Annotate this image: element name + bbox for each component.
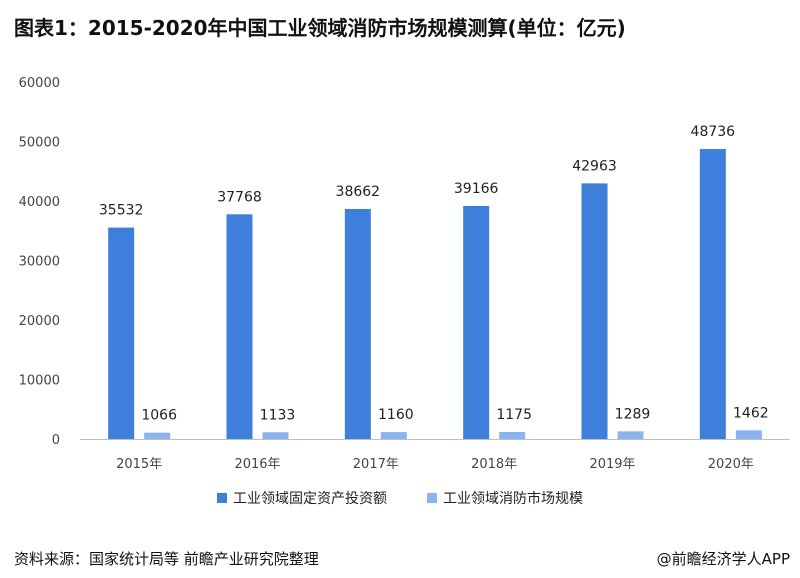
data-label: 38662: [336, 184, 381, 200]
legend-item-fixed-asset-investment: 工业领域固定资产投资额: [217, 488, 387, 508]
data-label: 1066: [141, 408, 177, 424]
data-label: 1462: [733, 405, 769, 421]
legend: 工业领域固定资产投资额 工业领域消防市场规模: [0, 488, 800, 508]
bar-fire-market-size: [262, 432, 289, 439]
legend-swatch-fixed-asset-investment: [217, 493, 227, 503]
x-tick-label: 2015年: [116, 457, 162, 472]
legend-item-fire-market-size: 工业领域消防市场规模: [427, 488, 583, 508]
y-tick-label: 10000: [19, 374, 60, 389]
data-label: 48736: [691, 124, 736, 140]
brand-credit: @前瞻经济学人APP: [656, 550, 790, 568]
data-label: 37768: [217, 189, 262, 205]
y-tick-label: 60000: [19, 76, 60, 91]
x-tick-label: 2019年: [589, 457, 635, 472]
legend-swatch-fire-market-size: [427, 493, 437, 503]
bar-fixed-asset-investment: [699, 149, 726, 439]
bar-fire-market-size: [617, 431, 644, 439]
bar-fire-market-size: [144, 432, 171, 439]
data-label: 1289: [615, 406, 651, 422]
data-label: 1133: [260, 407, 296, 423]
y-tick-label: 0: [52, 433, 60, 448]
y-tick-label: 30000: [19, 255, 60, 270]
x-tick-label: 2018年: [471, 457, 517, 472]
data-label: 1175: [496, 407, 532, 423]
bar-fixed-asset-investment: [463, 205, 490, 439]
bar-fire-market-size: [499, 432, 526, 439]
bar-fixed-asset-investment: [344, 208, 371, 439]
source-note: 资料来源：国家统计局等 前瞻产业研究院整理: [14, 550, 319, 568]
y-tick-label: 50000: [19, 136, 60, 151]
data-label: 35532: [99, 203, 144, 219]
data-label: 39166: [454, 181, 499, 197]
y-tick-label: 20000: [19, 314, 60, 329]
bar-fire-market-size: [380, 432, 407, 439]
data-label: 42963: [572, 158, 617, 174]
x-tick-label: 2016年: [234, 457, 280, 472]
legend-label-fire-market-size: 工业领域消防市场规模: [443, 491, 583, 507]
y-tick-label: 40000: [19, 195, 60, 210]
chart-title: 图表1：2015-2020年中国工业领域消防市场规模测算(单位：亿元): [14, 16, 626, 40]
bar-fixed-asset-investment: [108, 227, 135, 439]
bar-fire-market-size: [735, 430, 762, 439]
x-tick-label: 2020年: [708, 457, 754, 472]
bar-fixed-asset-investment: [581, 183, 608, 439]
bar-chart: 0 10000 20000 30000 40000 50000 60000 2015年 3553…: [19, 76, 790, 472]
legend-label-fixed-asset-investment: 工业领域固定资产投资额: [233, 491, 387, 507]
bar-fixed-asset-investment: [226, 214, 253, 439]
data-label: 1160: [378, 407, 414, 423]
x-tick-label: 2017年: [353, 457, 399, 472]
